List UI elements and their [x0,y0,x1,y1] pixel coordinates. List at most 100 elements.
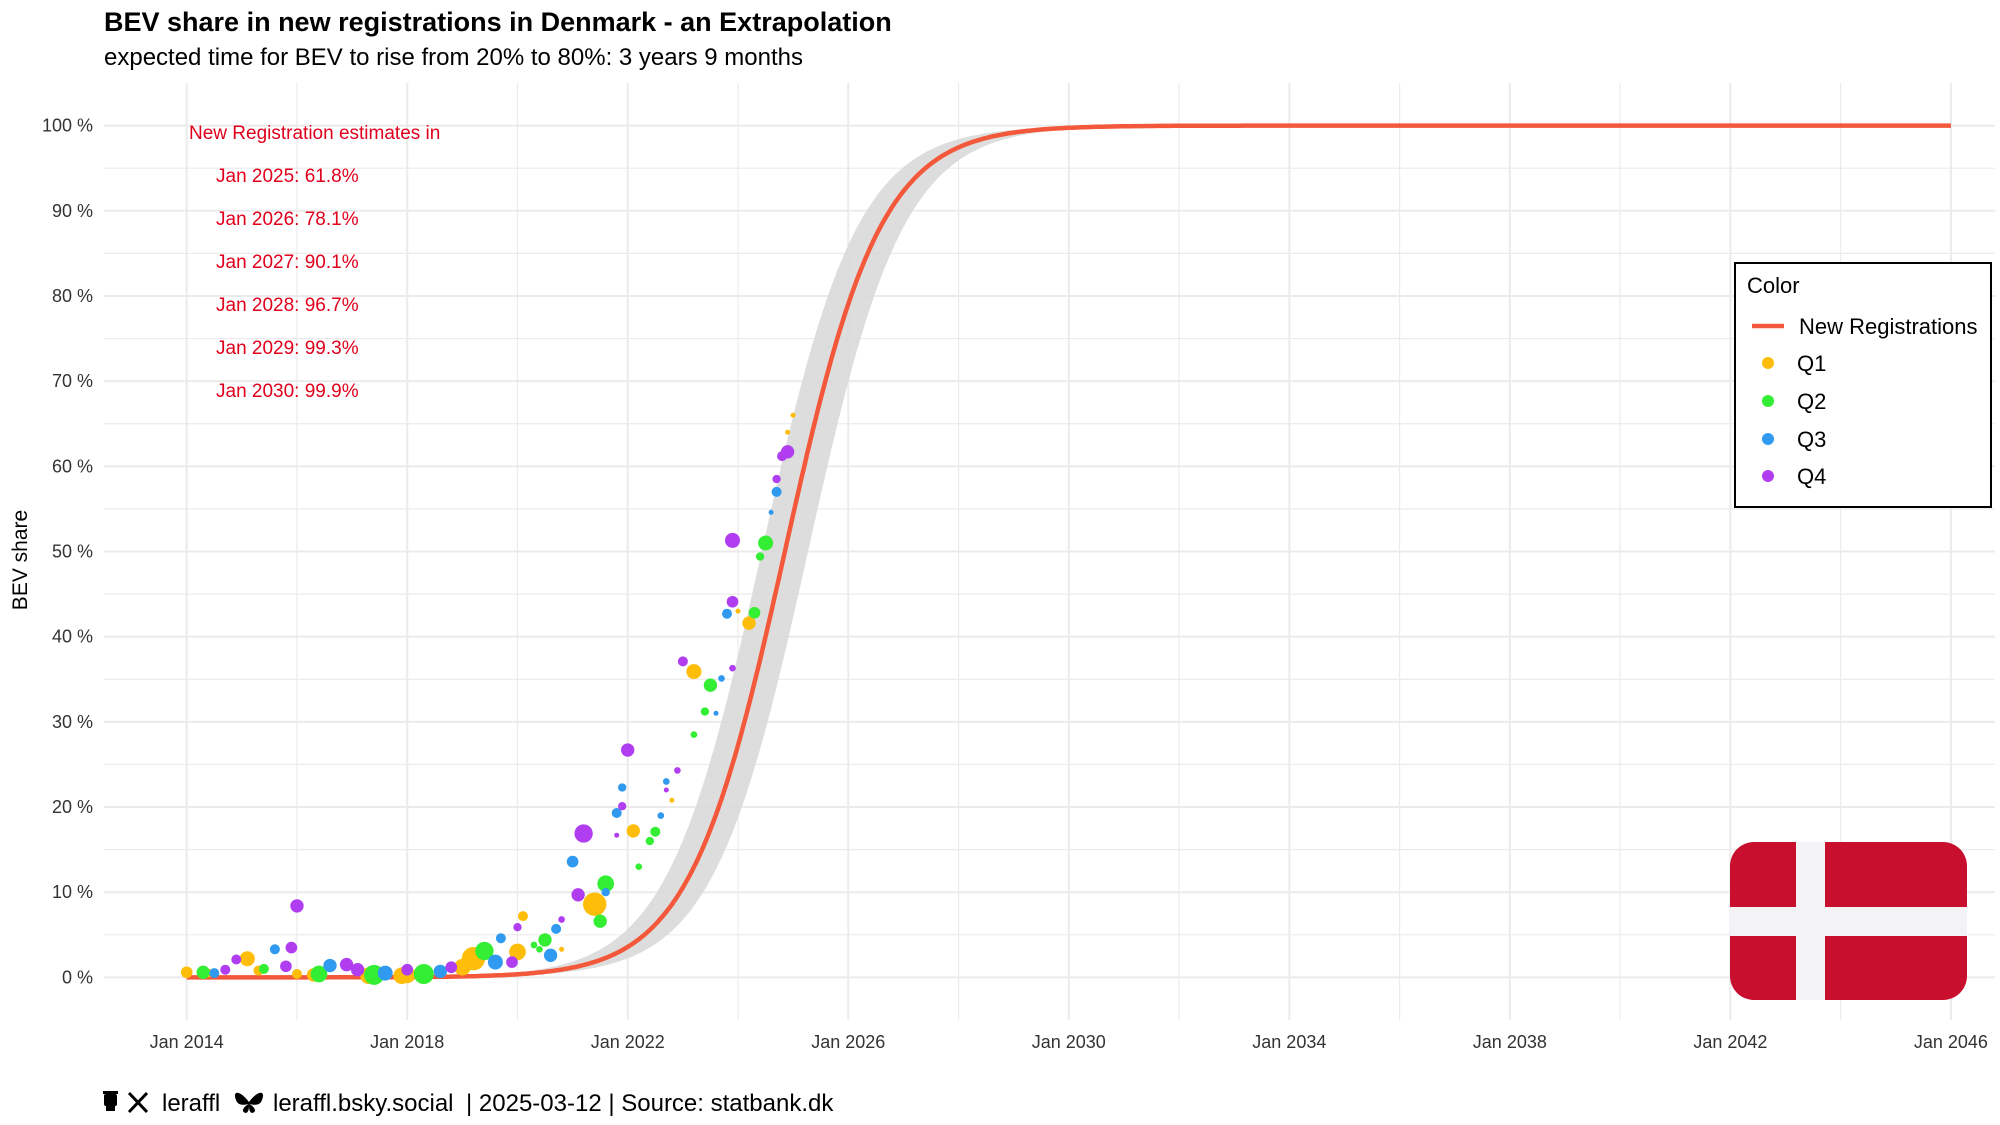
y-tick-label: 10 % [52,882,93,902]
y-tick-label: 100 % [42,116,93,136]
x-tick-label: Jan 2018 [370,1032,444,1052]
y-tick-label: 90 % [52,201,93,221]
coffee-icon [103,1091,118,1111]
data-point-q3 [433,964,447,979]
data-point-q4 [621,743,635,757]
x-tick-label: Jan 2030 [1032,1032,1106,1052]
annotation-line: Jan 2030: 99.9% [216,381,359,402]
x-tick-label: Jan 2014 [150,1032,224,1052]
data-point-q4 [280,960,292,973]
legend-swatch-q3 [1762,433,1774,445]
data-point-q3 [209,968,220,979]
data-point-q4 [677,656,688,667]
data-point-q1 [735,608,741,614]
fit-line [186,123,1951,980]
data-point-q4 [780,445,795,459]
data-point-q4 [725,532,740,548]
data-point-q4 [772,474,781,484]
y-tick-label: 40 % [52,627,93,647]
y-tick-label: 30 % [52,712,93,732]
x-tick-label: Jan 2042 [1693,1032,1767,1052]
annotation-line: Jan 2027: 90.1% [216,252,359,273]
data-point-q4 [401,963,414,976]
danish-flag [1730,842,1967,1000]
data-point-q2 [536,945,543,953]
data-point-q3 [768,509,774,515]
y-tick-label: 60 % [52,456,93,476]
x-tick-label: Jan 2034 [1252,1032,1326,1052]
legend-label: Q2 [1797,389,1826,414]
data-point-q4 [571,888,585,902]
data-point-q3 [543,948,558,962]
data-points [180,412,796,985]
data-point-q2 [690,731,698,738]
data-point-q1 [626,824,640,838]
data-point-q2 [645,836,654,846]
data-point-q1 [583,892,607,916]
data-point-q2 [258,963,269,974]
data-point-q2 [475,941,494,961]
data-point-q3 [771,486,782,497]
y-axis-title: BEV share [9,510,32,610]
data-point-q4 [445,961,458,974]
chart-title: BEV share in new registrations in Denmar… [104,7,892,37]
data-point-q3 [566,855,579,868]
data-point-q2 [196,965,210,979]
legend-box [1734,262,1992,508]
data-point-q4 [729,664,736,672]
y-tick-labels: 0 % 10 % 20 % 30 % 40 % 50 % 60 % 70 % 80 % 90 % 1… [42,116,93,988]
data-point-q1 [509,943,526,961]
legend-label: Q1 [1797,351,1826,376]
data-point-q4 [618,802,627,811]
data-point-q3 [377,965,393,981]
data-point-q1 [790,412,796,418]
data-point-q2 [703,678,718,692]
data-point-q1 [742,616,756,630]
data-point-q2 [593,914,607,928]
butterfly-icon [234,1092,264,1113]
date-source: | 2025-03-12 | Source: statbank.dk [466,1090,834,1117]
data-point-q3 [718,675,725,682]
data-point-q3 [269,944,280,955]
data-point-q1 [669,797,675,803]
data-point-q3 [713,710,719,716]
annotation-line: Jan 2026: 78.1% [216,209,359,230]
annotation-line: Jan 2025: 61.8% [216,166,359,187]
legend-label: Q3 [1797,427,1826,452]
data-point-q4 [339,957,354,972]
data-point-q1 [785,429,791,435]
annotation-line: Jan 2029: 99.3% [216,338,359,359]
data-point-q2 [413,964,434,984]
legend-title: Color [1747,273,1800,298]
data-point-q3 [618,783,627,792]
x-tick-labels: Jan 2014 Jan 2018 Jan 2022 Jan 2026 Jan 2030… [150,1032,1988,1052]
y-tick-label: 80 % [52,286,93,306]
data-point-q4 [290,899,304,913]
data-point-q4 [231,954,242,965]
x-tick-label: Jan 2038 [1473,1032,1547,1052]
data-point-q4 [574,824,593,843]
data-point-q1 [180,966,193,979]
x-tick-label: Jan 2022 [591,1032,665,1052]
data-point-q3 [487,954,503,970]
legend: Color New Registrations Q1 Q2 Q3 Q4 [1734,262,1992,508]
annotation-heading: New Registration estimates in [189,123,440,144]
data-point-q3 [657,812,665,819]
data-point-q1 [518,911,528,922]
data-point-q3 [722,608,732,619]
chart-subtitle: expected time for BEV to rise from 20% t… [104,44,803,71]
data-point-q4 [674,767,681,774]
x-logo-icon [127,1091,149,1114]
caption: leraffl leraffl.bsky.social | 2025-03-12… [103,1090,834,1117]
data-point-q2 [597,875,615,893]
data-point-q2 [530,941,538,949]
data-point-q1 [686,664,702,680]
data-point-q2 [310,965,328,983]
bluesky-handle: leraffl.bsky.social [273,1090,454,1117]
data-point-q4 [220,964,231,975]
data-point-q2 [635,863,643,871]
legend-swatch-q2 [1762,395,1774,407]
data-point-q4 [726,595,739,608]
data-point-q4 [506,956,518,968]
legend-swatch-q1 [1762,357,1774,369]
